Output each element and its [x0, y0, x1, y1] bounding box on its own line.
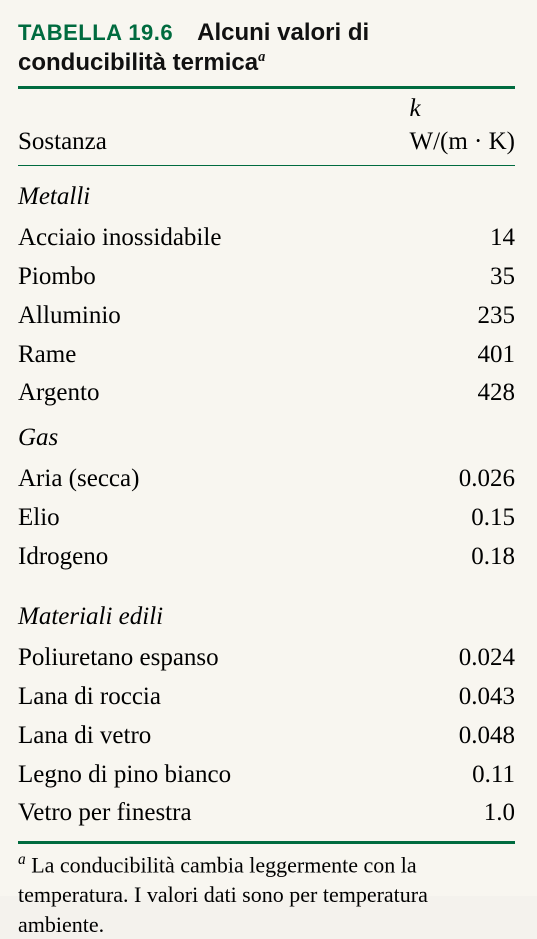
row-value: 1.0 — [315, 794, 515, 833]
row-substance: Lana di roccia — [18, 678, 315, 717]
row-substance: Legno di pino bianco — [18, 756, 315, 795]
row-substance: Rame — [18, 336, 315, 375]
row-substance: Argento — [18, 374, 315, 413]
table-row: Argento428 — [18, 374, 515, 413]
section-label: Gas — [18, 415, 515, 460]
table-row: Vetro per finestra1.0 — [18, 794, 515, 833]
row-value: 0.048 — [315, 717, 515, 756]
row-substance: Poliuretano espanso — [18, 639, 315, 678]
row-value: 35 — [315, 258, 515, 297]
header-unit: W/(m · K) — [315, 123, 515, 162]
table-row: Aria (secca)0.026 — [18, 460, 515, 499]
row-value: 401 — [315, 336, 515, 375]
footnote: a La conducibilità cambia leggermente co… — [18, 850, 515, 939]
row-substance: Elio — [18, 499, 315, 538]
row-value: 0.18 — [315, 538, 515, 577]
row-value: 0.043 — [315, 678, 515, 717]
header-row: Sostanza k W/(m · K) — [18, 95, 515, 161]
top-rule — [18, 86, 515, 89]
row-value: 0.024 — [315, 639, 515, 678]
section-label: Materiali edili — [18, 594, 515, 639]
table-row: Rame401 — [18, 336, 515, 375]
row-value: 235 — [315, 297, 515, 336]
table-row: Lana di roccia0.043 — [18, 678, 515, 717]
row-substance: Acciaio inossidabile — [18, 219, 315, 258]
row-value: 0.15 — [315, 499, 515, 538]
footnote-superscript: a — [18, 851, 26, 868]
table-row: Idrogeno0.18 — [18, 538, 515, 577]
header-col-value: k W/(m · K) — [315, 95, 515, 161]
header-col-substance: Sostanza — [18, 123, 315, 162]
row-substance: Aria (secca) — [18, 460, 315, 499]
row-value: 0.026 — [315, 460, 515, 499]
table-row: Acciaio inossidabile14 — [18, 219, 515, 258]
row-substance: Alluminio — [18, 297, 315, 336]
row-substance: Lana di vetro — [18, 717, 315, 756]
table-row: Lana di vetro0.048 — [18, 717, 515, 756]
table-row: Elio0.15 — [18, 499, 515, 538]
row-substance: Piombo — [18, 258, 315, 297]
table-title: TABELLA 19.6 Alcuni valori di conducibil… — [18, 18, 515, 78]
table-number: TABELLA 19.6 — [18, 20, 173, 45]
row-value: 14 — [315, 219, 515, 258]
footnote-text: La conducibilità cambia leggermente con … — [18, 852, 428, 936]
header-rule — [18, 165, 515, 166]
row-value: 0.11 — [315, 756, 515, 795]
table-page: TABELLA 19.6 Alcuni valori di conducibil… — [0, 0, 537, 896]
title-superscript: a — [258, 49, 265, 65]
table-row: Alluminio235 — [18, 297, 515, 336]
row-substance: Idrogeno — [18, 538, 315, 577]
table-row: Piombo35 — [18, 258, 515, 297]
header-symbol-k: k — [315, 95, 515, 123]
bottom-rule — [18, 841, 515, 844]
table-row: Legno di pino bianco0.11 — [18, 756, 515, 795]
row-value: 428 — [315, 374, 515, 413]
table-body: MetalliAcciaio inossidabile14Piombo35All… — [18, 174, 515, 833]
section-label: Metalli — [18, 174, 515, 219]
table-row: Poliuretano espanso0.024 — [18, 639, 515, 678]
row-substance: Vetro per finestra — [18, 794, 315, 833]
